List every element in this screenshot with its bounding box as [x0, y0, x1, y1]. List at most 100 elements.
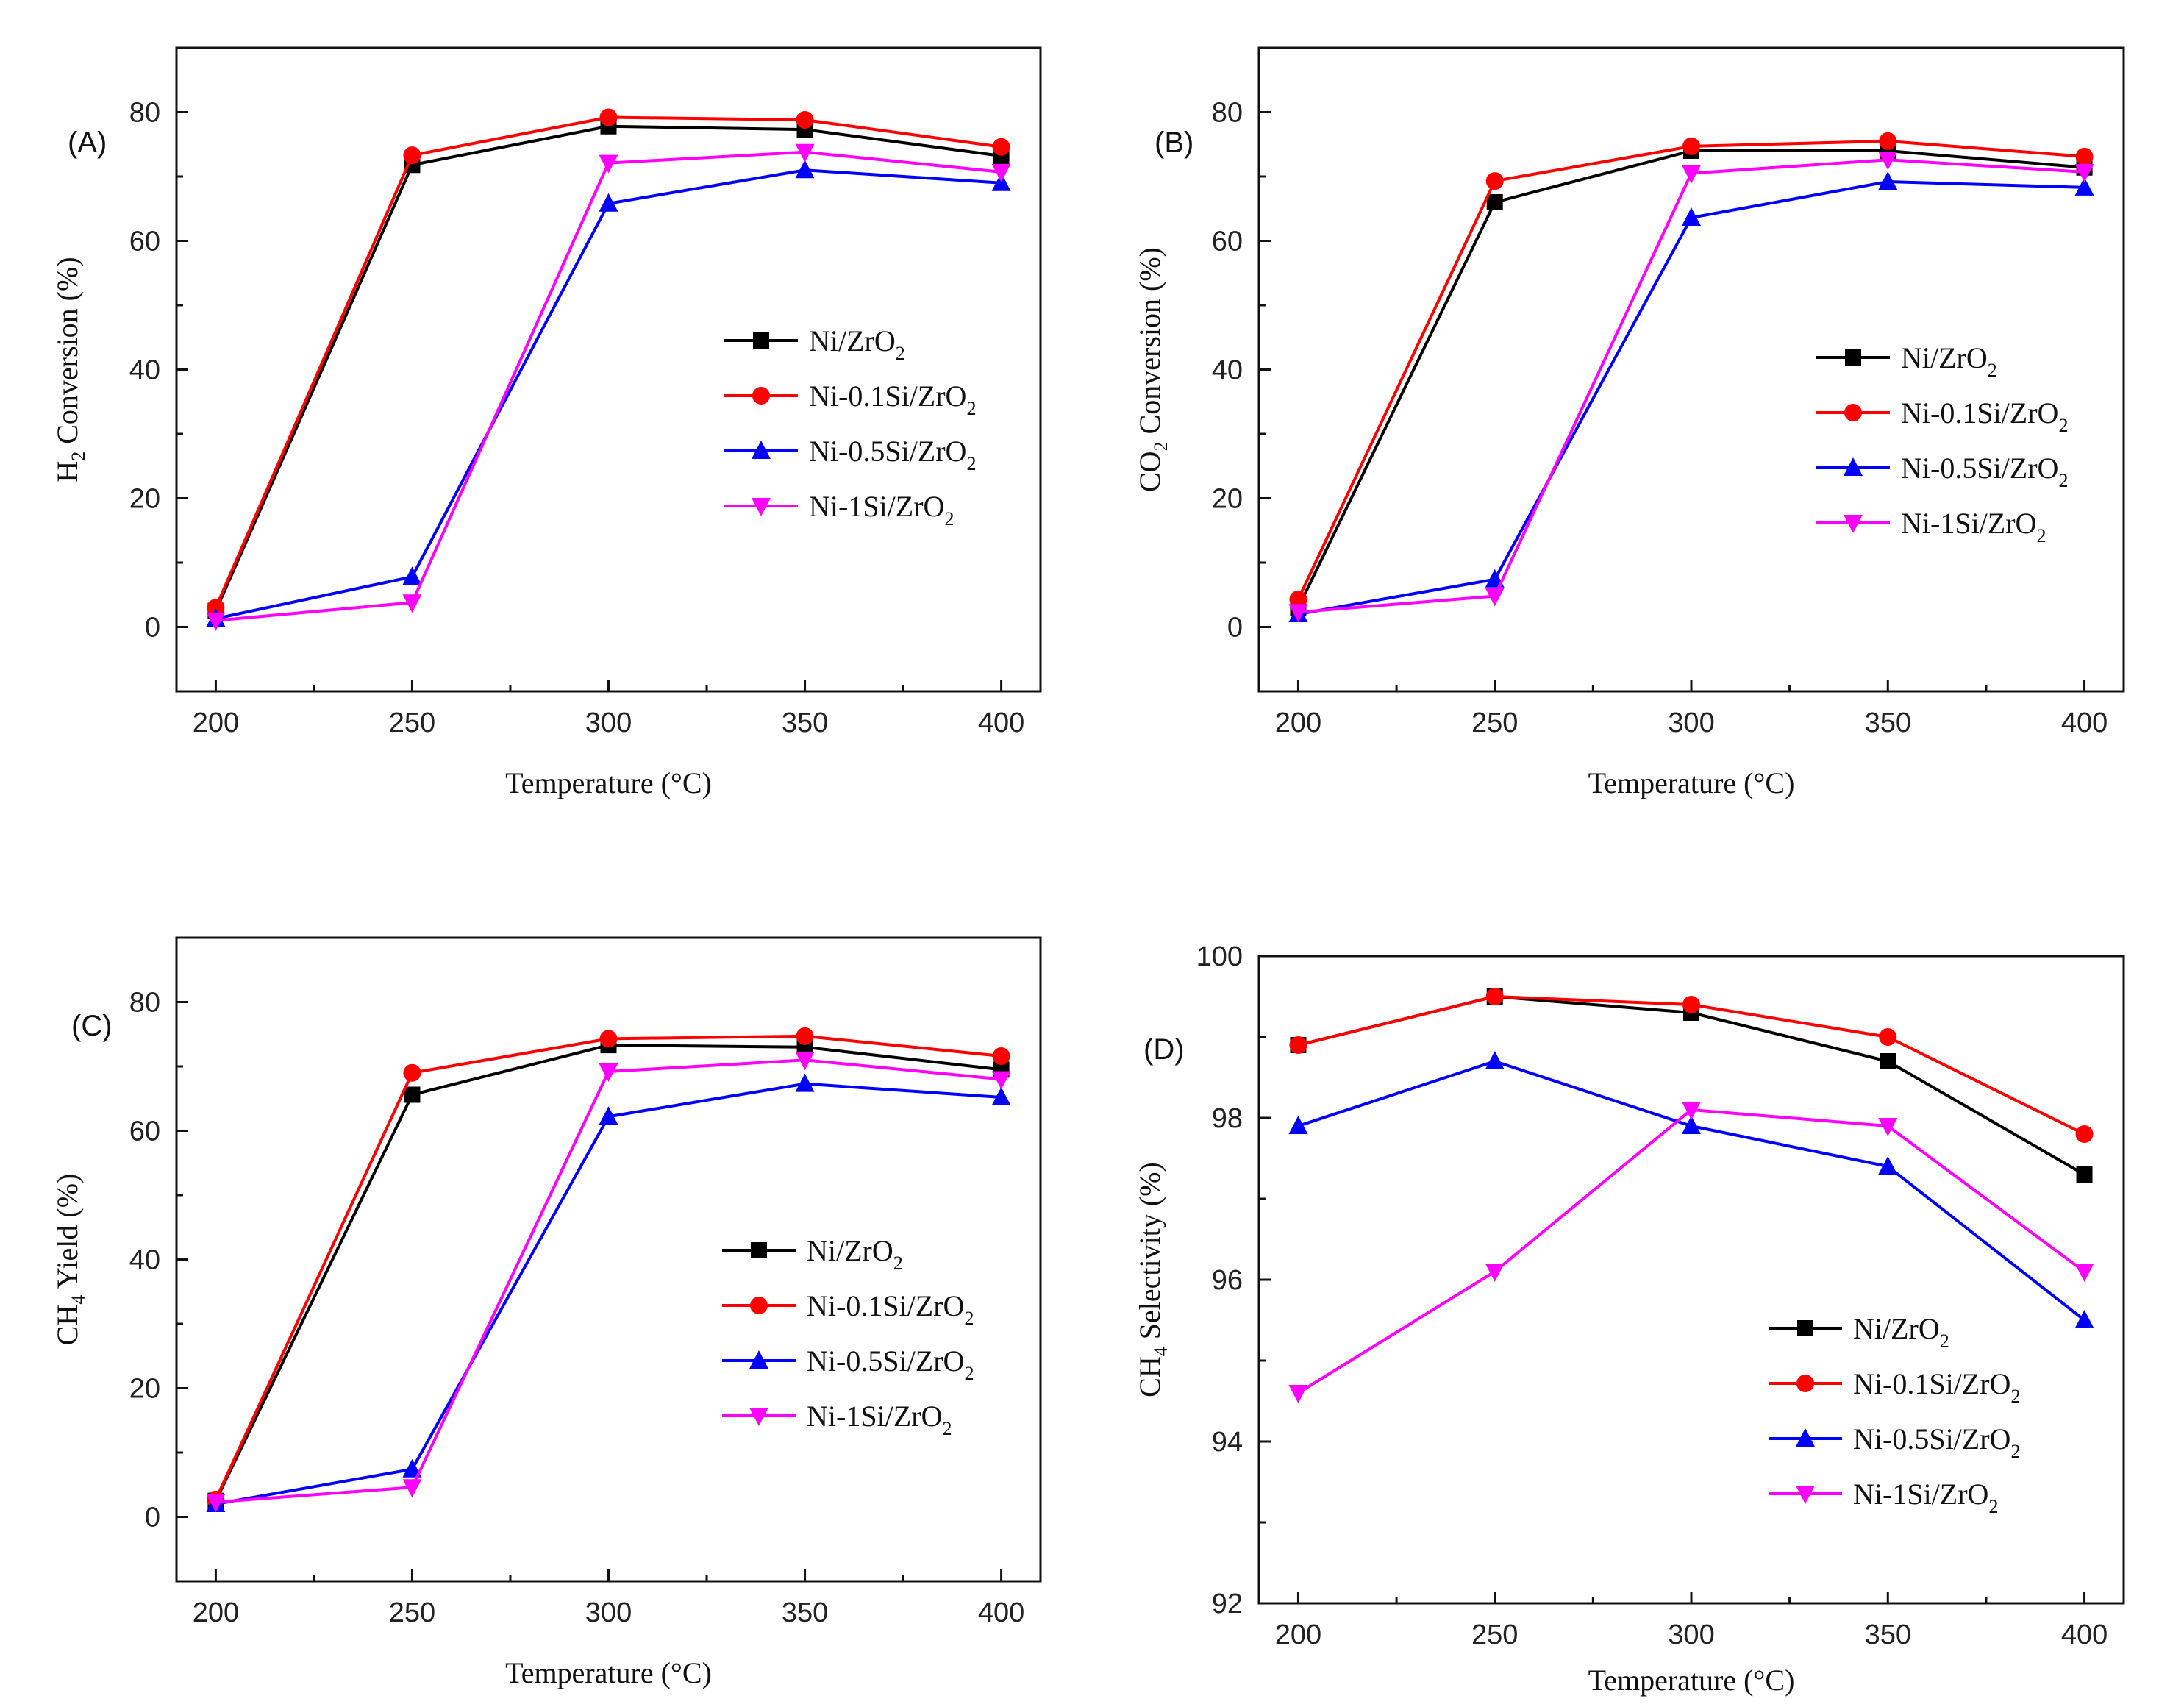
data-point [1879, 132, 1897, 150]
legend-marker [750, 1297, 768, 1314]
y-tick-label: 80 [129, 988, 160, 1019]
series-ni05 [1288, 171, 2094, 622]
x-tick-label: 400 [2061, 1619, 2108, 1650]
y-tick-label: 100 [1196, 941, 1243, 972]
data-point [1682, 1116, 1701, 1134]
x-tick-label: 250 [1471, 708, 1518, 738]
legend-marker [751, 1242, 767, 1258]
data-point [599, 1063, 618, 1082]
legend-marker [1796, 1375, 1814, 1392]
legend-label: Ni-1Si/ZrO2 [1853, 1478, 1998, 1517]
data-point [2074, 177, 2094, 196]
y-axis-title: CO2 Conversion (%) [1133, 247, 1171, 492]
data-point [402, 1458, 422, 1478]
legend-label: Ni-0.1Si/ZrO2 [1853, 1367, 2020, 1407]
data-point [992, 138, 1010, 156]
data-point [402, 594, 422, 613]
panel-label: (A) [68, 126, 107, 159]
data-point [1485, 988, 1504, 1005]
data-point [1486, 194, 1503, 210]
data-point [403, 1063, 421, 1082]
x-tick-label: 400 [978, 1597, 1024, 1628]
y-axis-title: H2 Conversion (%) [51, 257, 89, 482]
x-tick-label: 250 [1471, 1619, 1518, 1650]
x-axis-title: Temperature (°C) [1588, 1664, 1795, 1697]
series-line [1298, 158, 2085, 614]
x-tick-label: 300 [585, 1597, 632, 1628]
legend-marker [1844, 404, 1862, 421]
legend: Ni/ZrO2 Ni-0.1Si/ZrO2 Ni-0.5Si/ZrO2 Ni-1Si/… [722, 1234, 974, 1439]
data-point [1288, 604, 1308, 623]
x-tick-label: 350 [1865, 1619, 1911, 1650]
data-point [795, 160, 815, 179]
legend-label: Ni-0.5Si/ZrO2 [1901, 452, 2068, 491]
y-tick-label: 60 [129, 227, 160, 257]
legend-marker [1797, 1320, 1813, 1336]
series-line [1297, 995, 2085, 1176]
data-point [1682, 996, 1700, 1013]
data-point [1878, 1118, 1898, 1136]
data-point [795, 143, 815, 163]
data-point [1682, 165, 1701, 184]
data-point [1289, 1036, 1307, 1054]
legend-label: Ni-1Si/ZrO2 [807, 1400, 952, 1439]
y-tick-label: 80 [1212, 98, 1243, 129]
legend-marker [752, 498, 771, 516]
chart-panel-a: 200 250 300 350 400 0 20 40 60 80 Temperature (°C)… [51, 46, 1042, 799]
data-point [403, 146, 421, 165]
data-point [1878, 171, 1898, 190]
legend-label: Ni/ZrO2 [807, 1234, 903, 1274]
x-tick-label: 200 [193, 1597, 239, 1628]
x-tick-label: 300 [585, 708, 632, 738]
legend-marker [752, 387, 770, 405]
x-tick-label: 250 [389, 708, 435, 738]
data-point [599, 193, 618, 212]
data-point [404, 1086, 421, 1103]
data-point [206, 1494, 226, 1513]
y-tick-label: 60 [129, 1116, 160, 1147]
y-tick-label: 20 [1212, 484, 1243, 515]
y-tick-label: 0 [145, 1503, 160, 1533]
legend-marker [1796, 1486, 1815, 1504]
legend: Ni/ZrO2 Ni-0.1Si/ZrO2 Ni-0.5Si/ZrO2 Ni-1Si/… [1816, 341, 2068, 546]
data-point [2075, 147, 2094, 165]
data-point [1878, 152, 1898, 171]
data-point [1682, 207, 1701, 226]
x-axis-title: Temperature (°C) [505, 1656, 712, 1689]
data-point [796, 1027, 814, 1045]
legend-label: Ni-0.5Si/ZrO2 [809, 435, 976, 474]
data-point [795, 1052, 815, 1071]
y-tick-label: 40 [129, 355, 160, 386]
data-point [1682, 1102, 1701, 1120]
data-point [1288, 1116, 1308, 1134]
data-point [2075, 1125, 2094, 1143]
series-line [215, 1058, 1002, 1504]
y-tick-label: 20 [129, 1374, 160, 1405]
x-tick-label: 200 [1275, 708, 1321, 738]
series-ni01 [1289, 132, 2094, 608]
legend-label: Ni-1Si/ZrO2 [1901, 507, 2046, 546]
data-point [1485, 1051, 1505, 1069]
x-tick-label: 300 [1668, 1619, 1714, 1650]
x-tick-label: 400 [978, 708, 1024, 738]
x-tick-label: 200 [1275, 1619, 1321, 1650]
x-tick-label: 250 [389, 1597, 435, 1628]
series-ni1 [1288, 152, 2094, 623]
data-point [2074, 1310, 2094, 1328]
chart-panel-b: 200 250 300 350 400 0 20 40 60 80 Temperature (°C)… [1133, 46, 2125, 799]
data-point [1880, 1053, 1896, 1069]
y-tick-label: 98 [1212, 1103, 1243, 1134]
y-axis-title: CH4 Yield (%) [51, 1174, 89, 1346]
y-axis-title: CH4 Selectivity (%) [1133, 1162, 1171, 1397]
data-point [991, 163, 1011, 182]
data-point [1485, 172, 1504, 190]
data-point [207, 599, 225, 617]
data-point [1878, 1156, 1898, 1175]
y-tick-label: 0 [1227, 613, 1243, 644]
x-tick-label: 200 [193, 708, 239, 738]
legend-marker [1844, 515, 1863, 533]
y-tick-label: 94 [1212, 1427, 1243, 1458]
chart-panel-c: 200 250 300 350 400 0 20 40 60 80 Temperature (°C)… [51, 936, 1042, 1689]
x-axis-title: Temperature (°C) [505, 766, 712, 799]
